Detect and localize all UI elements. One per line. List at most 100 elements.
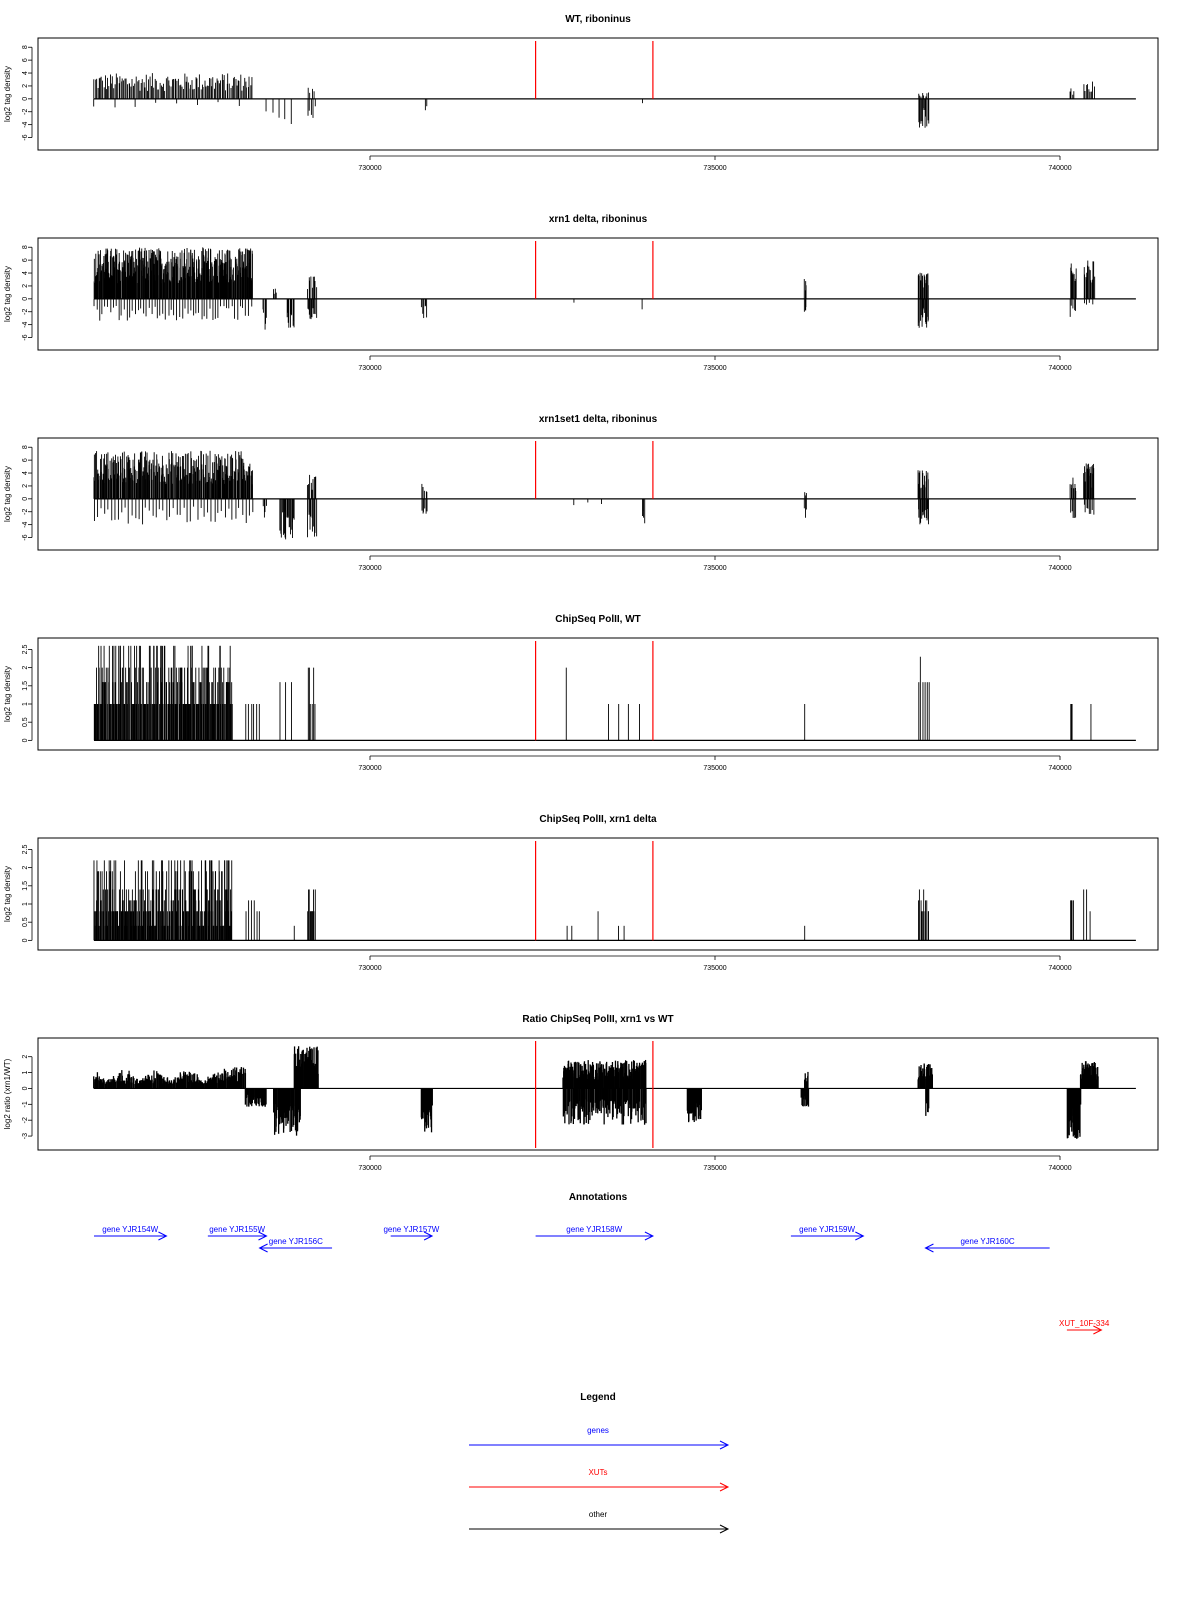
x-tick-label: 735000 [703, 965, 726, 972]
y-tick-label: -4 [22, 121, 29, 127]
plot-frame [37, 237, 1159, 351]
y-axis-label: log2 tag density [3, 66, 12, 122]
gene-arrow-head [158, 1231, 168, 1241]
data-bars [93, 1046, 1099, 1139]
y-axis-label: log2 tag density [3, 466, 12, 522]
y-tick-label: 8 [22, 445, 29, 449]
x-tick-label: 730000 [358, 165, 381, 172]
y-axis-label: log2 tag density [3, 866, 12, 922]
y-tick-label: 6 [22, 58, 29, 62]
chart-title: ChipSeq PolII, WT [555, 614, 641, 625]
legend-label: genes [587, 1426, 609, 1435]
annotations-title: Annotations [569, 1192, 628, 1203]
y-tick-label: 0 [22, 297, 29, 301]
y-tick-label: 0 [22, 1086, 29, 1090]
gene-annotation: XUT_10F-334 [1059, 1319, 1110, 1335]
y-tick-label: 4 [22, 271, 29, 275]
y-tick-label: 8 [22, 245, 29, 249]
y-tick-label: 4 [22, 71, 29, 75]
y-tick-label: -3 [22, 1133, 29, 1139]
gene-annotation: gene YJR155W [207, 1225, 268, 1241]
plot-frame [37, 837, 1159, 951]
y-tick-label: -1 [22, 1101, 29, 1107]
y-axis-label: log2 tag density [3, 666, 12, 722]
y-tick-label: 1 [22, 702, 29, 706]
chart-title: WT, riboninus [565, 14, 631, 25]
x-tick-label: 735000 [703, 365, 726, 372]
plot-frame [37, 637, 1159, 751]
y-tick-label: -6 [22, 134, 29, 140]
gene-annotation: gene YJR158W [535, 1225, 655, 1241]
legend-arrow-head [719, 1482, 730, 1492]
chart-panel: xrn1set1 delta, riboninus -6 -4 -2 0 2 4 6 8 log2… [3, 414, 1159, 572]
gene-label: gene YJR154W [102, 1225, 158, 1234]
plot-frame [37, 437, 1159, 551]
y-tick-label: 1.5 [22, 881, 29, 891]
gene-label: gene YJR157W [383, 1225, 439, 1234]
gene-arrow-head [855, 1231, 865, 1241]
x-tick-label: 740000 [1048, 165, 1071, 172]
x-tick-label: 740000 [1048, 765, 1071, 772]
y-tick-label: 6 [22, 458, 29, 462]
gene-arrow-head [644, 1231, 655, 1241]
data-bars [93, 645, 1092, 741]
y-tick-label: 0 [22, 497, 29, 501]
y-tick-label: 2 [22, 484, 29, 488]
y-tick-label: 1 [22, 1071, 29, 1075]
x-tick-label: 740000 [1048, 365, 1071, 372]
x-tick-label: 735000 [703, 165, 726, 172]
data-bars [93, 73, 1095, 128]
gene-label: gene YJR159W [799, 1225, 855, 1234]
x-tick-label: 730000 [358, 565, 381, 572]
gene-arrow-head [924, 1243, 934, 1253]
y-tick-label: 4 [22, 471, 29, 475]
chart-panel: xrn1 delta, riboninus -6 -4 -2 0 2 4 6 8 log2 tag… [3, 214, 1159, 372]
legend-title: Legend [580, 1392, 616, 1403]
chart-panel: ChipSeq PolII, WT 0 0.5 1 1.5 2 2.5 log2 tag de… [3, 614, 1159, 772]
plot-frame [37, 37, 1159, 151]
data-bars [93, 247, 1096, 330]
y-tick-label: 1 [22, 902, 29, 906]
gene-arrow-head [1093, 1325, 1103, 1335]
y-tick-label: -2 [22, 509, 29, 515]
x-tick-label: 740000 [1048, 565, 1071, 572]
gene-annotation: gene YJR159W [790, 1225, 865, 1241]
y-tick-label: 2.5 [22, 644, 29, 654]
y-tick-label: 2 [22, 666, 29, 670]
plot-frame [37, 1037, 1159, 1151]
x-tick-label: 730000 [358, 965, 381, 972]
y-tick-label: 2 [22, 1055, 29, 1059]
y-tick-label: 0 [22, 97, 29, 101]
chart-title: Ratio ChipSeq PolII, xrn1 vs WT [522, 1014, 673, 1025]
gene-annotation: gene YJR157W [383, 1225, 440, 1241]
y-tick-label: -2 [22, 1117, 29, 1123]
y-tick-label: -6 [22, 534, 29, 540]
y-tick-label: 8 [22, 45, 29, 49]
y-axis-label: log2 tag density [3, 266, 12, 322]
gene-arrow-head [423, 1231, 434, 1241]
y-tick-label: -2 [22, 109, 29, 115]
y-tick-label: 0 [22, 938, 29, 942]
y-tick-label: 2 [22, 866, 29, 870]
y-tick-label: 6 [22, 258, 29, 262]
chart-panel: WT, riboninus -6 -4 -2 0 2 4 6 8 log2 tag density… [3, 14, 1159, 172]
legend-item: genes [469, 1426, 730, 1450]
x-tick-label: 730000 [358, 365, 381, 372]
chart-panel: ChipSeq PolII, xrn1 delta 0 0.5 1 1.5 2 2.5 log… [3, 814, 1159, 972]
gene-annotation: gene YJR160C [924, 1237, 1050, 1253]
gene-annotation: gene YJR156C [258, 1237, 333, 1253]
legend-item: other [469, 1510, 730, 1534]
y-tick-label: 1.5 [22, 681, 29, 691]
x-tick-label: 740000 [1048, 1165, 1071, 1172]
gene-label: gene YJR158W [566, 1225, 622, 1234]
gene-label: gene YJR156C [269, 1237, 323, 1246]
gene-annotation: gene YJR154W [94, 1225, 168, 1241]
chart-title: xrn1 delta, riboninus [549, 214, 648, 225]
x-tick-label: 735000 [703, 565, 726, 572]
chart-title: xrn1set1 delta, riboninus [539, 414, 658, 425]
y-tick-label: -4 [22, 521, 29, 527]
y-tick-label: 2 [22, 284, 29, 288]
legend-arrow-head [719, 1440, 730, 1450]
legend-arrow-head [719, 1524, 730, 1534]
